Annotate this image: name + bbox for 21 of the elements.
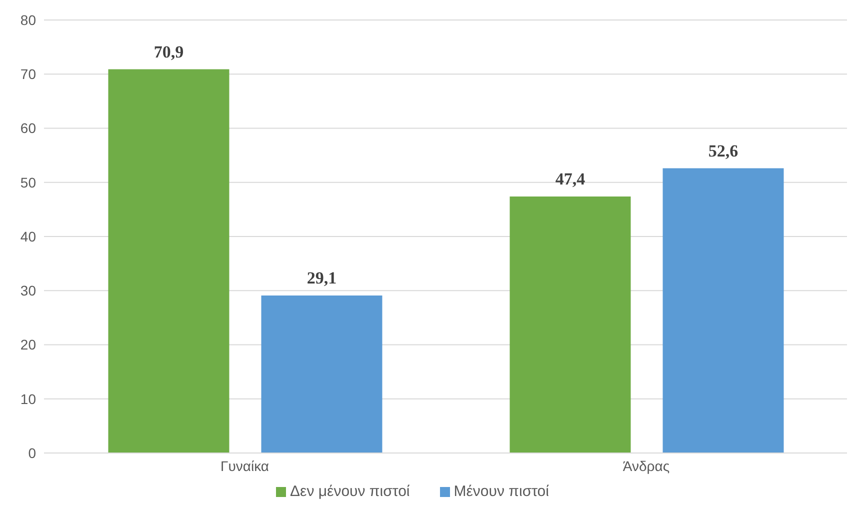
bar [108, 69, 230, 453]
y-tick-label: 80 [20, 12, 36, 28]
y-tick-label: 20 [20, 336, 36, 353]
data-label: 70,9 [154, 42, 184, 62]
legend-label: Μένουν πιστοί [454, 483, 549, 500]
y-tick-label: 30 [20, 282, 36, 299]
x-tick-label: Άνδρας [622, 458, 670, 474]
y-tick-label: 70 [20, 66, 36, 82]
data-label: 47,4 [555, 169, 586, 188]
y-tick-label: 50 [20, 174, 36, 190]
y-tick-label: 60 [20, 120, 36, 136]
bar [662, 168, 784, 453]
y-tick-label: 0 [28, 444, 36, 461]
y-tick-label: 10 [20, 390, 36, 407]
data-label: 52,6 [708, 141, 738, 160]
data-label: 29,1 [306, 268, 337, 288]
bar [510, 196, 631, 453]
bar [261, 295, 382, 453]
y-tick-label: 40 [20, 228, 36, 244]
legend-label: Δεν μένουν πιστοί [290, 483, 410, 500]
x-tick-label: Γυναίκα [220, 458, 269, 474]
